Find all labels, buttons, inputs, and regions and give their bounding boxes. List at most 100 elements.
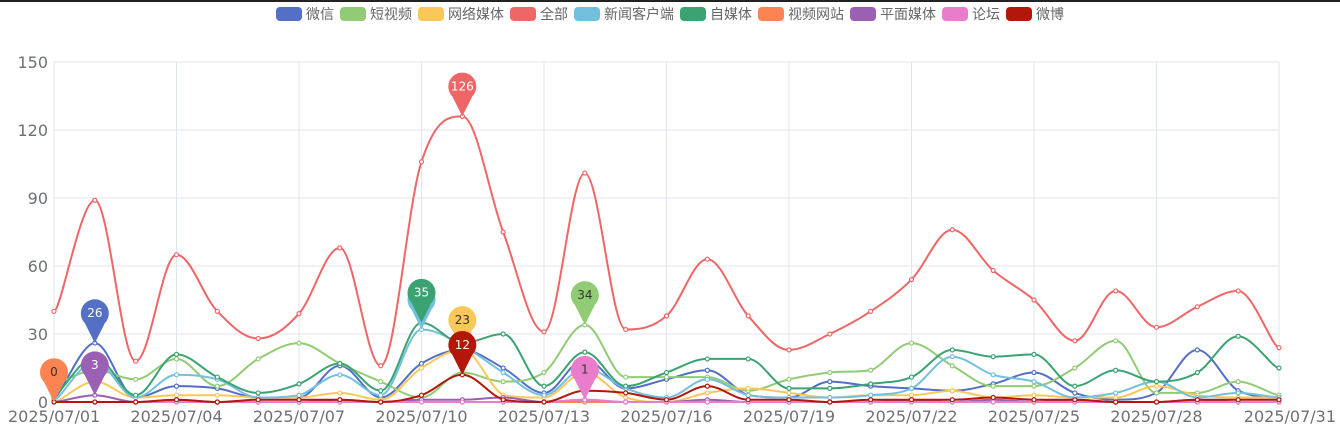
data-point[interactable] [1113,288,1119,294]
legend-item[interactable]: 微信 [276,4,334,24]
data-point[interactable] [1235,379,1241,385]
data-point[interactable] [827,331,833,337]
data-point[interactable] [541,399,547,405]
max-pin-marker[interactable]: 34 [570,281,599,325]
legend-item[interactable]: 自媒体 [680,4,752,24]
data-point[interactable] [214,399,220,405]
data-point[interactable] [623,326,629,333]
data-point[interactable] [418,399,425,405]
data-point[interactable] [949,363,955,369]
data-point[interactable] [949,354,955,360]
data-point[interactable] [337,360,343,367]
data-point[interactable] [827,385,833,391]
data-point[interactable] [173,252,180,258]
data-point[interactable] [1072,383,1078,389]
data-point[interactable] [418,159,425,165]
data-point[interactable] [704,367,710,373]
data-point[interactable] [378,399,384,405]
legend-item[interactable]: 论坛 [942,4,1000,24]
data-point[interactable] [908,374,915,380]
data-point[interactable] [500,365,506,371]
data-point[interactable] [1153,324,1160,330]
data-point[interactable] [1153,390,1160,396]
data-point[interactable] [255,397,261,403]
data-point[interactable] [133,376,139,382]
data-point[interactable] [990,354,996,360]
data-point[interactable] [51,308,57,314]
data-point[interactable] [1235,333,1241,339]
data-point[interactable] [173,372,180,378]
data-point[interactable] [908,397,915,403]
data-point[interactable] [378,379,384,385]
data-point[interactable] [133,392,139,398]
data-point[interactable] [868,392,874,398]
data-point[interactable] [214,308,220,314]
data-point[interactable] [908,385,915,391]
data-point[interactable] [1194,397,1200,403]
data-point[interactable] [296,392,302,398]
data-point[interactable] [459,399,465,405]
data-point[interactable] [1031,351,1037,357]
data-point[interactable] [827,394,833,401]
data-point[interactable] [1072,390,1078,396]
data-point[interactable] [908,392,915,398]
data-point[interactable] [1113,367,1119,373]
data-point[interactable] [500,397,506,403]
data-point[interactable] [868,367,874,373]
data-point[interactable] [582,349,588,355]
legend-item[interactable]: 新闻客户端 [574,4,674,24]
data-point[interactable] [1235,390,1241,396]
data-point[interactable] [1235,397,1241,403]
data-point[interactable] [255,390,261,396]
data-point[interactable] [663,374,670,380]
data-point[interactable] [500,379,506,385]
data-point[interactable] [990,267,996,274]
data-point[interactable] [582,170,588,176]
data-point[interactable] [868,397,874,403]
data-point[interactable] [1031,297,1037,303]
data-point[interactable] [173,356,180,362]
legend-item[interactable]: 平面媒体 [850,4,936,24]
data-point[interactable] [704,376,710,382]
data-point[interactable] [1031,397,1037,403]
data-point[interactable] [255,356,261,362]
max-pin-marker[interactable]: 26 [80,299,109,344]
data-point[interactable] [500,369,506,376]
data-point[interactable] [1235,288,1241,294]
data-point[interactable] [1153,399,1160,405]
data-point[interactable] [1072,365,1078,371]
data-point[interactable] [786,397,792,403]
data-point[interactable] [949,397,955,403]
data-point[interactable] [214,383,220,389]
data-point[interactable] [1113,390,1119,396]
data-point[interactable] [378,363,384,369]
data-point[interactable] [418,365,425,371]
data-point[interactable] [868,308,874,314]
data-point[interactable] [745,397,751,403]
data-point[interactable] [786,390,792,396]
data-point[interactable] [214,392,220,398]
data-point[interactable] [990,399,996,405]
data-point[interactable] [663,313,670,319]
max-pin-marker[interactable]: 1 [570,355,599,400]
data-point[interactable] [704,356,710,362]
data-point[interactable] [296,340,302,346]
max-pin-marker[interactable]: 35 [407,278,436,323]
max-pin-marker[interactable]: 126 [448,72,477,117]
data-point[interactable] [745,385,751,391]
data-point[interactable] [92,399,98,405]
data-point[interactable] [541,369,547,376]
legend-item[interactable]: 短视频 [340,4,412,24]
data-point[interactable] [173,392,180,398]
data-point[interactable] [704,390,710,396]
data-point[interactable] [745,313,751,319]
data-point[interactable] [786,376,792,382]
legend-item[interactable]: 微博 [1006,4,1064,24]
data-point[interactable] [133,399,139,405]
data-point[interactable] [1113,338,1119,344]
data-point[interactable] [908,340,915,346]
data-point[interactable] [663,369,670,376]
data-point[interactable] [990,394,996,401]
data-point[interactable] [1113,394,1119,401]
data-point[interactable] [1276,397,1282,403]
